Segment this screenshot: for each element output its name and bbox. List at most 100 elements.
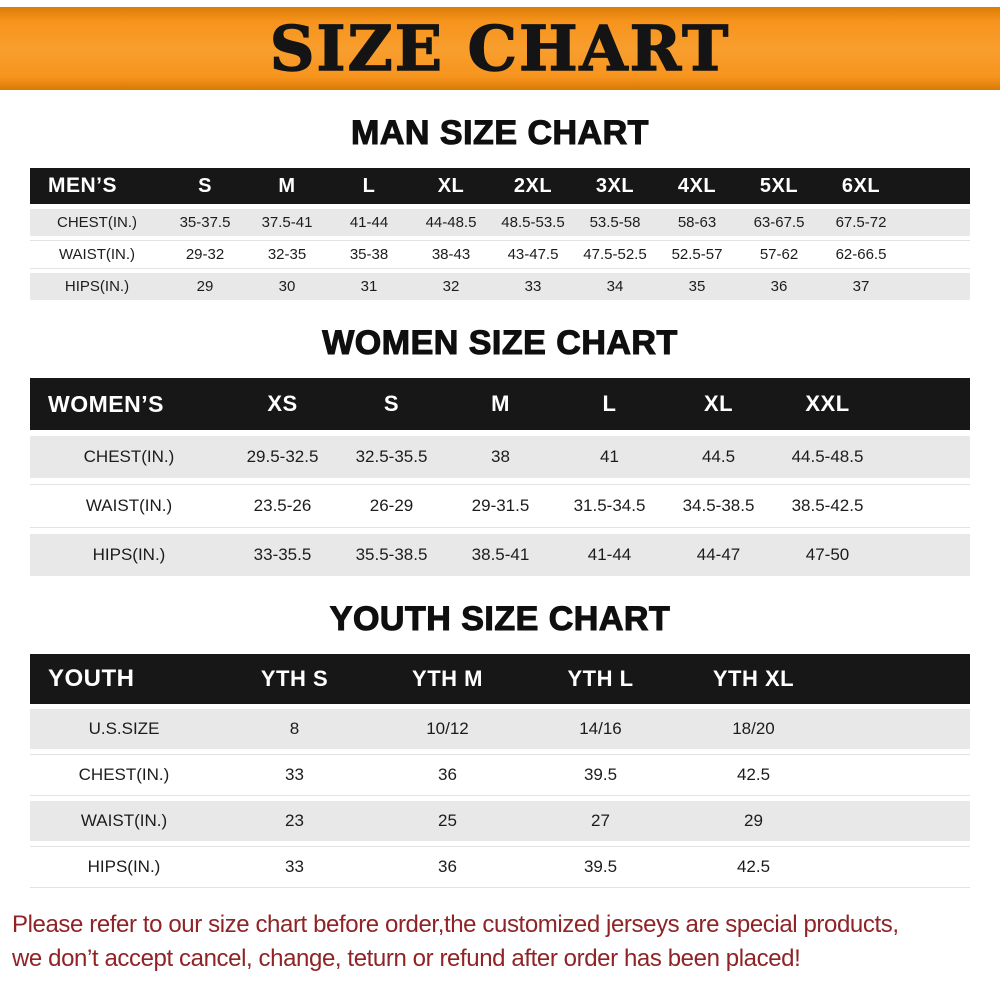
size-value: 23.5-26 bbox=[253, 496, 312, 515]
size-value: 10/12 bbox=[426, 719, 469, 738]
row-label: HIPS(IN.) bbox=[87, 857, 161, 876]
size-column-header: 3XL bbox=[595, 174, 635, 197]
notice-line-1: Please refer to our size chart before or… bbox=[12, 911, 899, 938]
size-value: 35 bbox=[688, 278, 706, 295]
size-value: 32.5-35.5 bbox=[355, 447, 428, 466]
size-column-header: 6XL bbox=[841, 174, 881, 197]
table-row: HIPS(IN.) 33-35.5 35.5-38.5 38.5-41 41-44 44-… bbox=[30, 534, 970, 576]
table-row: WAIST(IN.) 29-32 32-35 35-38 38-43 43-47.5 47.… bbox=[30, 240, 970, 269]
size-column-header: 4XL bbox=[677, 174, 717, 197]
women-size-table: WOMEN’S XS S M L XL XXL CHEST(IN.) 29.5-32.5 32.5… bbox=[30, 378, 970, 576]
size-column-header: XS bbox=[267, 391, 298, 416]
notice-line-2: we don’t accept cancel, change, teturn o… bbox=[12, 945, 801, 973]
size-column-header: YTH XL bbox=[712, 666, 795, 691]
banner-title: SIZE CHART bbox=[269, 11, 731, 85]
size-value: 14/16 bbox=[579, 719, 622, 738]
men-size-table: MEN’S S M L XL 2XL 3XL 4XL 5XL 6XL CHEST(IN.) 35-37… bbox=[30, 168, 970, 300]
size-value: 48.5-53.5 bbox=[501, 214, 565, 231]
table-header-row: WOMEN’S XS S M L XL XXL bbox=[30, 378, 970, 430]
men-section-heading: MAN SIZE CHART bbox=[350, 113, 649, 152]
size-value: 37 bbox=[852, 278, 870, 295]
row-label: U.S.SIZE bbox=[88, 719, 160, 738]
size-value: 32 bbox=[442, 278, 460, 295]
row-label: WAIST(IN.) bbox=[80, 811, 168, 830]
row-label: CHEST(IN.) bbox=[78, 765, 170, 784]
size-value: 29 bbox=[196, 278, 214, 295]
size-value: 41-44 bbox=[349, 214, 389, 231]
size-value: 41-44 bbox=[587, 545, 632, 564]
size-value: 33 bbox=[285, 765, 304, 784]
size-value: 35-37.5 bbox=[179, 214, 231, 231]
size-value: 36 bbox=[438, 857, 457, 876]
size-value: 44-47 bbox=[696, 545, 741, 564]
size-column-header: YTH M bbox=[412, 666, 483, 691]
table-row: U.S.SIZE 8 10/12 14/16 18/20 bbox=[30, 709, 970, 749]
banner: SIZE CHART bbox=[0, 7, 1000, 90]
table-title-cell: YOUTH bbox=[48, 665, 135, 692]
size-column-header: YTH S bbox=[260, 666, 329, 691]
table-header-row: MEN’S S M L XL 2XL 3XL 4XL 5XL 6XL bbox=[30, 168, 970, 204]
size-value: 58-63 bbox=[677, 214, 717, 231]
size-column-header: 5XL bbox=[759, 174, 799, 197]
size-value: 29.5-32.5 bbox=[246, 447, 319, 466]
size-column-header: L bbox=[362, 174, 376, 197]
size-value: 29-31.5 bbox=[471, 496, 530, 515]
size-column-header: S bbox=[198, 174, 212, 197]
row-label: HIPS(IN.) bbox=[64, 278, 130, 295]
size-column-header: XXL bbox=[805, 391, 850, 416]
size-value: 33 bbox=[524, 278, 542, 295]
size-value: 44.5 bbox=[701, 447, 736, 466]
size-value: 37.5-41 bbox=[261, 214, 313, 231]
size-value: 62-66.5 bbox=[835, 246, 887, 263]
size-column-header: XL bbox=[703, 391, 734, 416]
size-value: 26-29 bbox=[369, 496, 414, 515]
row-label: HIPS(IN.) bbox=[92, 545, 166, 564]
row-label: WAIST(IN.) bbox=[58, 246, 136, 263]
size-value: 25 bbox=[438, 811, 457, 830]
table-row: WAIST(IN.) 23 25 27 29 bbox=[30, 801, 970, 841]
size-value: 35-38 bbox=[349, 246, 389, 263]
size-value: 31.5-34.5 bbox=[573, 496, 646, 515]
size-column-header: XL bbox=[437, 174, 465, 197]
youth-section-heading: YOUTH SIZE CHART bbox=[329, 599, 671, 638]
size-column-header: M bbox=[491, 391, 510, 416]
women-section-heading: WOMEN SIZE CHART bbox=[322, 323, 678, 362]
table-header-row: YOUTH YTH S YTH M YTH L YTH XL bbox=[30, 654, 970, 704]
size-value: 8 bbox=[289, 719, 300, 738]
row-label: CHEST(IN.) bbox=[83, 447, 175, 466]
section-men: MAN SIZE CHART MEN’S S M L XL 2XL 3XL 4XL 5XL 6XL… bbox=[0, 113, 1000, 300]
table-row: WAIST(IN.) 23.5-26 26-29 29-31.5 31.5-34.5 34… bbox=[30, 484, 970, 528]
size-value: 39.5 bbox=[583, 765, 618, 784]
size-value: 27 bbox=[591, 811, 610, 830]
size-value: 42.5 bbox=[736, 765, 771, 784]
size-value: 38-43 bbox=[431, 246, 471, 263]
size-value: 34.5-38.5 bbox=[682, 496, 755, 515]
table-row: CHEST(IN.) 29.5-32.5 32.5-35.5 38 41 44.5 44.5… bbox=[30, 436, 970, 478]
size-value: 33-35.5 bbox=[253, 545, 312, 564]
size-value: 52.5-57 bbox=[671, 246, 723, 263]
size-value: 18/20 bbox=[732, 719, 775, 738]
size-value: 42.5 bbox=[736, 857, 771, 876]
size-value: 43-47.5 bbox=[507, 246, 559, 263]
size-value: 44-48.5 bbox=[425, 214, 477, 231]
size-chart-page: SIZE CHART MAN SIZE CHART MEN’S S M L XL 2XL 3… bbox=[0, 7, 1000, 976]
size-value: 23 bbox=[285, 811, 304, 830]
row-label: CHEST(IN.) bbox=[57, 214, 137, 231]
size-value: 47-50 bbox=[805, 545, 850, 564]
youth-size-table: YOUTH YTH S YTH M YTH L YTH XL U.S.SIZE 8 10/12… bbox=[30, 654, 970, 888]
size-value: 38 bbox=[491, 447, 510, 466]
size-column-header: M bbox=[278, 174, 296, 197]
section-youth: YOUTH SIZE CHART YOUTH YTH S YTH M YTH L YTH… bbox=[0, 599, 1000, 888]
size-value: 41 bbox=[600, 447, 619, 466]
section-women: WOMEN SIZE CHART WOMEN’S XS S M L XL XXL CHEST(… bbox=[0, 323, 1000, 576]
size-value: 33 bbox=[285, 857, 304, 876]
size-value: 29 bbox=[744, 811, 763, 830]
size-value: 32-35 bbox=[267, 246, 307, 263]
size-value: 36 bbox=[438, 765, 457, 784]
row-label: WAIST(IN.) bbox=[85, 496, 173, 515]
size-value: 63-67.5 bbox=[753, 214, 805, 231]
size-value: 39.5 bbox=[583, 857, 618, 876]
table-row: CHEST(IN.) 35-37.5 37.5-41 41-44 44-48.5 48.5… bbox=[30, 209, 970, 236]
size-value: 29-32 bbox=[185, 246, 225, 263]
order-notice: Please refer to our size chart before or… bbox=[12, 908, 1000, 976]
